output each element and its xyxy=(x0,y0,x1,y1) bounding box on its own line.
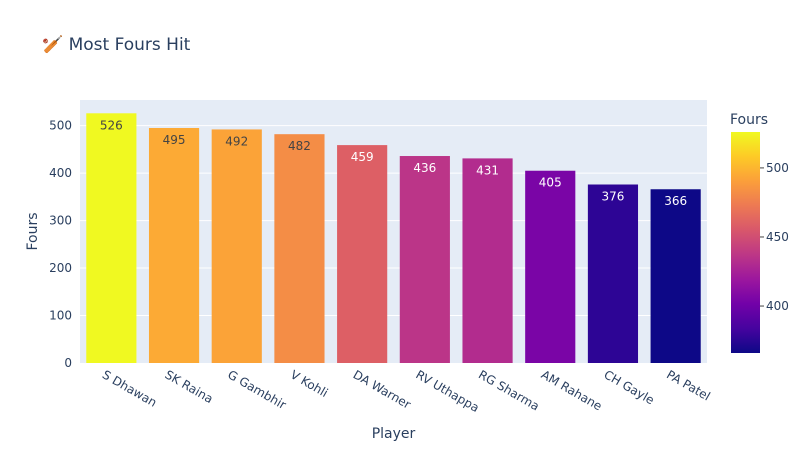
bar xyxy=(211,129,262,363)
bar-value-label: 405 xyxy=(539,176,562,190)
colorbar-tick-label: 450 xyxy=(766,230,789,244)
bar-value-label: 366 xyxy=(664,194,687,208)
colorbar-title: Fours xyxy=(730,112,768,128)
bar-value-label: 431 xyxy=(476,163,499,177)
colorbar-ticks: 400 450 500 xyxy=(760,161,789,313)
bar-value-label: 526 xyxy=(100,118,123,132)
colorbar-tick-label: 400 xyxy=(766,299,789,313)
x-tick-label: S Dhawan xyxy=(100,367,159,409)
x-tick-labels: S Dhawan SK Raina G Gambhir V Kohli DA Warne… xyxy=(100,367,713,414)
bars xyxy=(86,113,701,363)
x-axis-title: Player xyxy=(372,426,416,442)
colorbar-tick-label: 500 xyxy=(766,161,789,175)
bar xyxy=(148,128,200,363)
x-tick-label: G Gambhir xyxy=(225,367,288,412)
bar xyxy=(650,189,701,363)
x-tick-label: AM Rahane xyxy=(539,367,605,413)
x-tick-label: PA Patel xyxy=(664,367,713,403)
bar-labels: 526 495 492 482 459 436 431 405 376 366 xyxy=(100,118,687,208)
bar-value-label: 495 xyxy=(163,133,186,147)
bar xyxy=(86,113,137,363)
y-tick-labels: 0 100 200 300 400 500 xyxy=(49,119,72,370)
bar-value-label: 492 xyxy=(225,134,248,148)
x-tick-label: CH Gayle xyxy=(601,367,656,407)
x-tick-label: SK Raina xyxy=(163,367,216,406)
bar-value-label: 436 xyxy=(413,161,436,175)
bar xyxy=(337,145,388,363)
y-tick-label: 300 xyxy=(49,214,72,228)
bar-value-label: 376 xyxy=(601,190,624,204)
x-tick-label: V Kohli xyxy=(288,367,330,400)
bar xyxy=(587,184,639,363)
y-tick-label: 400 xyxy=(49,166,72,180)
x-tick-label: DA Warner xyxy=(351,367,414,411)
bar xyxy=(274,134,325,363)
bar xyxy=(525,170,576,363)
y-axis-title: Fours xyxy=(25,212,41,250)
y-tick-label: 200 xyxy=(49,261,72,275)
chart-title: 🏏 Most Fours Hit xyxy=(42,34,191,55)
bar xyxy=(462,158,513,363)
y-tick-label: 0 xyxy=(64,356,72,370)
bar-value-label: 482 xyxy=(288,139,311,153)
bar xyxy=(399,156,450,363)
y-tick-label: 500 xyxy=(49,119,72,133)
bar-value-label: 459 xyxy=(351,150,374,164)
colorbar xyxy=(731,132,760,353)
x-tick-label: RG Sharma xyxy=(476,367,542,413)
x-tick-label: RV Uthappa xyxy=(413,367,481,414)
y-tick-label: 100 xyxy=(49,309,72,323)
